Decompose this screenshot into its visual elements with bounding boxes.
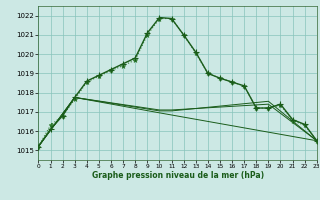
X-axis label: Graphe pression niveau de la mer (hPa): Graphe pression niveau de la mer (hPa) bbox=[92, 171, 264, 180]
